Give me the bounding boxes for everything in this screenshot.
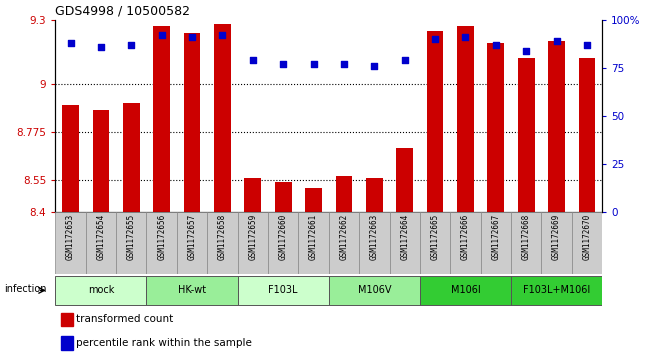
Bar — [92, 110, 109, 212]
Text: HK-wt: HK-wt — [178, 285, 206, 295]
Bar — [207, 212, 238, 274]
Text: M106V: M106V — [357, 285, 391, 295]
Bar — [572, 212, 602, 274]
Text: GSM1172667: GSM1172667 — [492, 214, 501, 261]
Bar — [62, 106, 79, 212]
Bar — [450, 212, 480, 274]
Bar — [389, 212, 420, 274]
Text: GSM1172665: GSM1172665 — [430, 214, 439, 261]
Bar — [177, 212, 207, 274]
Text: mock: mock — [88, 285, 114, 295]
Point — [247, 57, 258, 63]
Point — [551, 38, 562, 44]
Text: GSM1172660: GSM1172660 — [279, 214, 288, 261]
Bar — [154, 26, 170, 212]
Text: GSM1172654: GSM1172654 — [96, 214, 105, 261]
Text: GSM1172668: GSM1172668 — [521, 214, 531, 261]
Bar — [420, 212, 450, 274]
Bar — [146, 212, 177, 274]
Text: GDS4998 / 10500582: GDS4998 / 10500582 — [55, 4, 190, 17]
Bar — [511, 276, 602, 305]
Point — [491, 42, 501, 48]
Bar — [146, 276, 238, 305]
Bar — [116, 212, 146, 274]
Point — [369, 63, 380, 69]
Bar — [427, 30, 443, 212]
Bar — [61, 336, 73, 350]
Bar — [123, 103, 140, 212]
Bar — [61, 313, 73, 326]
Text: F103L: F103L — [268, 285, 298, 295]
Bar — [366, 178, 383, 212]
Text: GSM1172656: GSM1172656 — [157, 214, 166, 261]
Bar — [511, 212, 542, 274]
Bar — [542, 212, 572, 274]
Bar — [488, 44, 504, 212]
Bar — [579, 58, 596, 212]
Text: GSM1172653: GSM1172653 — [66, 214, 75, 261]
Bar — [396, 148, 413, 212]
Bar — [55, 212, 86, 274]
Point — [156, 32, 167, 38]
Bar — [238, 276, 329, 305]
Text: GSM1172659: GSM1172659 — [248, 214, 257, 261]
Text: infection: infection — [5, 284, 47, 294]
Point — [309, 61, 319, 67]
Point — [65, 40, 76, 46]
Text: GSM1172669: GSM1172669 — [552, 214, 561, 261]
Bar — [329, 212, 359, 274]
Text: F103L+M106I: F103L+M106I — [523, 285, 590, 295]
Bar — [244, 178, 261, 212]
Point — [582, 42, 592, 48]
Text: M106I: M106I — [450, 285, 480, 295]
Point — [521, 48, 531, 54]
Point — [278, 61, 288, 67]
Text: GSM1172658: GSM1172658 — [218, 214, 227, 261]
Bar — [359, 212, 389, 274]
Text: GSM1172657: GSM1172657 — [187, 214, 197, 261]
Bar — [55, 276, 146, 305]
Bar — [275, 183, 292, 212]
Point — [430, 36, 440, 42]
Text: transformed count: transformed count — [76, 314, 173, 325]
Bar — [238, 212, 268, 274]
Bar — [548, 41, 565, 212]
Bar — [518, 58, 534, 212]
Bar — [268, 212, 298, 274]
Point — [187, 34, 197, 40]
Bar — [184, 33, 201, 212]
Point — [400, 57, 410, 63]
Text: GSM1172662: GSM1172662 — [339, 214, 348, 261]
Point — [339, 61, 349, 67]
Text: GSM1172666: GSM1172666 — [461, 214, 470, 261]
Bar — [86, 212, 116, 274]
Point — [96, 44, 106, 50]
Bar — [457, 26, 474, 212]
Bar — [420, 276, 511, 305]
Bar — [329, 276, 420, 305]
Text: GSM1172661: GSM1172661 — [309, 214, 318, 261]
Point — [460, 34, 471, 40]
Text: GSM1172670: GSM1172670 — [583, 214, 592, 261]
Text: GSM1172664: GSM1172664 — [400, 214, 409, 261]
Bar — [305, 188, 322, 212]
Point — [217, 32, 228, 38]
Bar — [336, 176, 352, 212]
Text: percentile rank within the sample: percentile rank within the sample — [76, 338, 252, 348]
Bar — [480, 212, 511, 274]
Text: GSM1172663: GSM1172663 — [370, 214, 379, 261]
Bar — [214, 24, 230, 212]
Point — [126, 42, 137, 48]
Text: GSM1172655: GSM1172655 — [127, 214, 136, 261]
Bar — [298, 212, 329, 274]
